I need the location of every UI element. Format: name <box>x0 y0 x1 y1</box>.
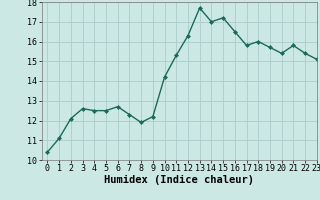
X-axis label: Humidex (Indice chaleur): Humidex (Indice chaleur) <box>104 175 254 185</box>
